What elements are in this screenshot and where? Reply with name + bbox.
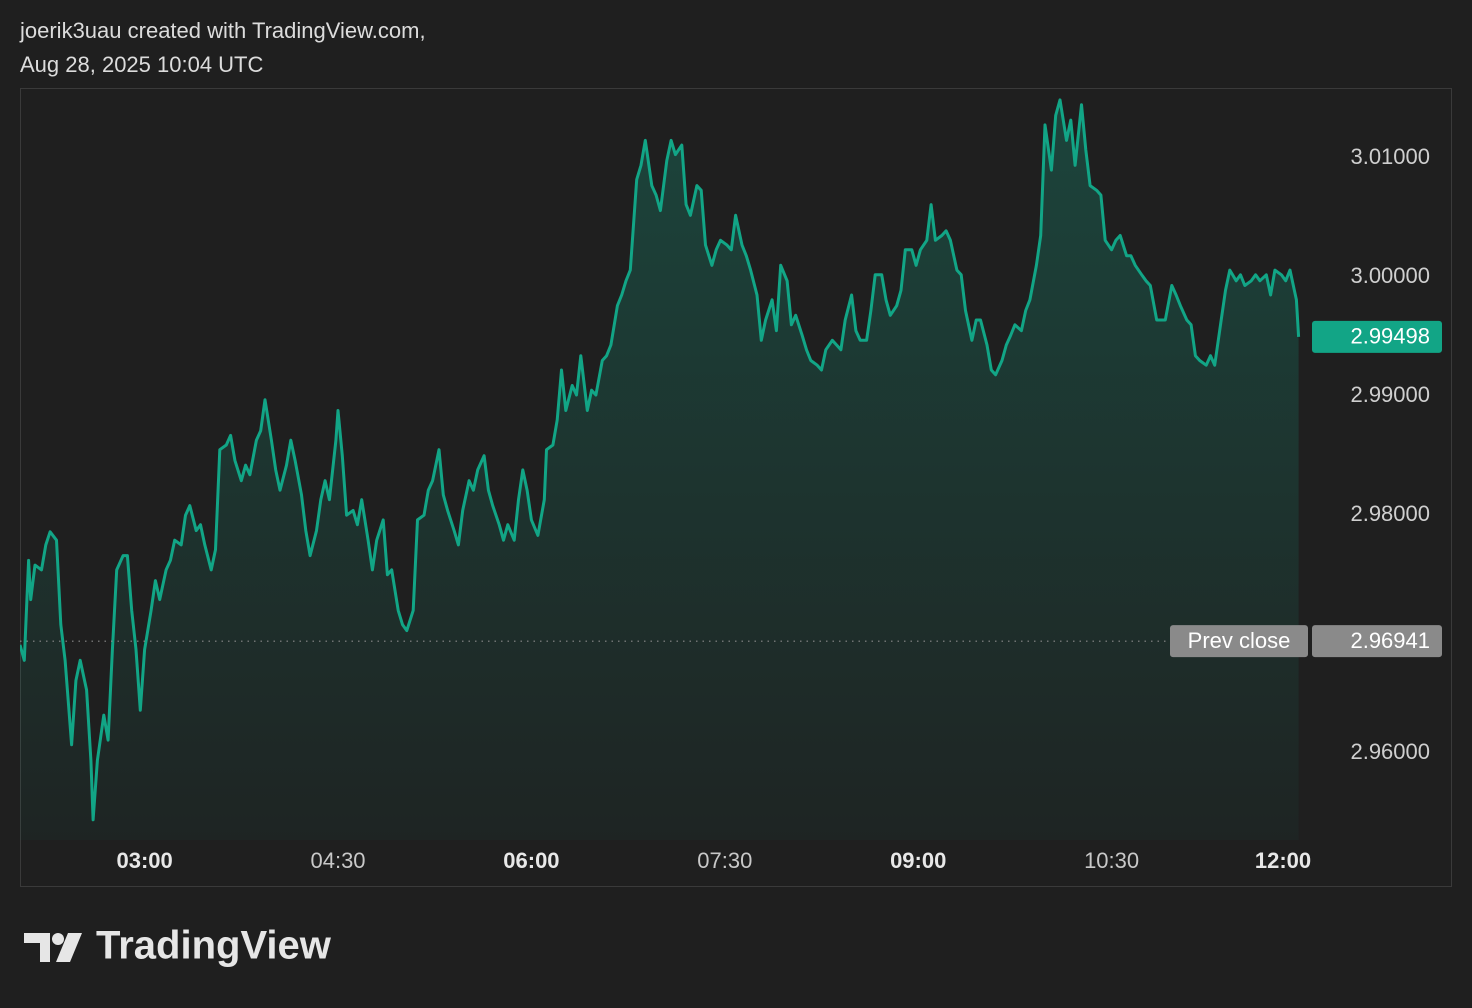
logo-dot — [52, 933, 64, 945]
prev-close-value: 2.96941 — [1350, 628, 1430, 653]
header-date: Aug 28, 2025 10:04 UTC — [20, 52, 263, 77]
x-tick-label: 06:00 — [503, 848, 559, 873]
x-tick-label: 12:00 — [1255, 848, 1311, 873]
logo-mark — [24, 933, 50, 962]
x-tick-label: 04:30 — [310, 848, 365, 873]
area-fill — [20, 99, 1299, 840]
prev-close-label: Prev close — [1188, 628, 1291, 653]
x-tick-label: 03:00 — [116, 848, 172, 873]
x-tick-label: 07:30 — [697, 848, 752, 873]
last-price-badge — [1312, 320, 1442, 353]
plot: 3.01000 3.00000 2.99000 2.98000 2.96000 03:00… — [20, 98, 1442, 873]
logo-slash — [56, 933, 82, 962]
x-tick-label: 09:00 — [890, 848, 946, 873]
y-tick-label: 2.99000 — [1350, 382, 1430, 407]
series — [20, 98, 1301, 840]
x-tick-label: 10:30 — [1084, 848, 1139, 873]
y-tick-label: 3.01000 — [1350, 144, 1430, 169]
y-tick-label: 2.96000 — [1350, 739, 1430, 764]
price-line — [20, 98, 1301, 822]
brand-name: TradingView — [96, 924, 332, 968]
prev-close-tag — [1170, 625, 1308, 658]
prev-close-badge — [1312, 625, 1442, 658]
y-tick-label: 3.00000 — [1350, 263, 1430, 288]
last-price-label: 2.99498 — [1350, 324, 1430, 349]
header-author: joerik3uau created with TradingView.com, — [19, 18, 426, 43]
y-tick-label: 2.98000 — [1350, 501, 1430, 526]
brand-logo: TradingView — [24, 924, 332, 968]
